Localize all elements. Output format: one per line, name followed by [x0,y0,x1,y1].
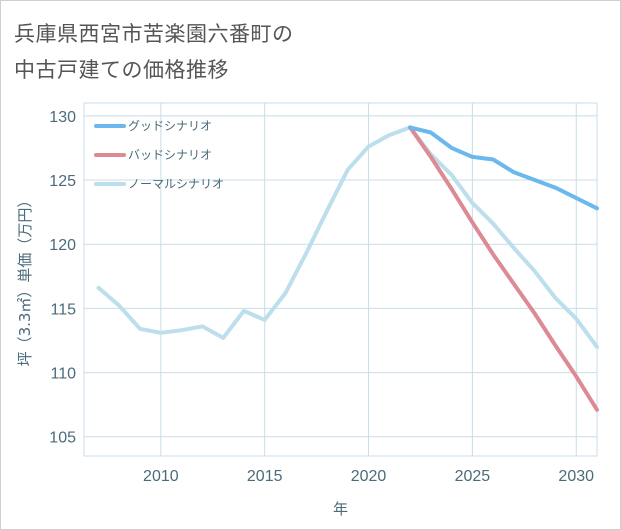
y-tick-label: 130 [49,109,76,126]
y-axis-ticks: 105 110 115 120 125 130 [49,109,76,447]
x-axis-label: 年 [333,500,348,518]
series-lines [96,125,599,412]
series-line-normal [96,125,599,349]
legend-label-bad: バッドシナリオ [128,148,212,162]
y-tick-label: 105 [49,430,76,447]
y-axis-label: 坪（3.3㎡）単価（万円） [16,193,34,367]
x-tick-label: 2015 [247,468,283,485]
series-line-bad [408,125,599,412]
legend-label-normal: ノーマルシナリオ [128,177,224,191]
chart-title-line2: 中古戸建ての価格推移 [14,58,229,82]
chart-title-line1: 兵庫県西宮市苦楽園六番町の [14,22,294,46]
y-tick-label: 125 [49,173,76,190]
chart-title: 兵庫県西宮市苦楽園六番町の 中古戸建ての価格推移 [14,16,604,88]
series-line-good [408,125,599,211]
x-tick-label: 2020 [351,468,387,485]
x-tick-label: 2030 [558,468,594,485]
x-axis-ticks: 2010 2015 2020 2025 2030 [143,468,594,485]
plot-border [83,102,598,457]
y-tick-label: 120 [49,237,76,254]
legend-label-good: グッドシナリオ [128,119,212,133]
x-tick-label: 2025 [455,468,491,485]
y-tick-label: 110 [50,366,76,383]
y-tick-label: 115 [50,301,76,318]
x-tick-label: 2010 [143,468,179,485]
grid [83,102,598,457]
